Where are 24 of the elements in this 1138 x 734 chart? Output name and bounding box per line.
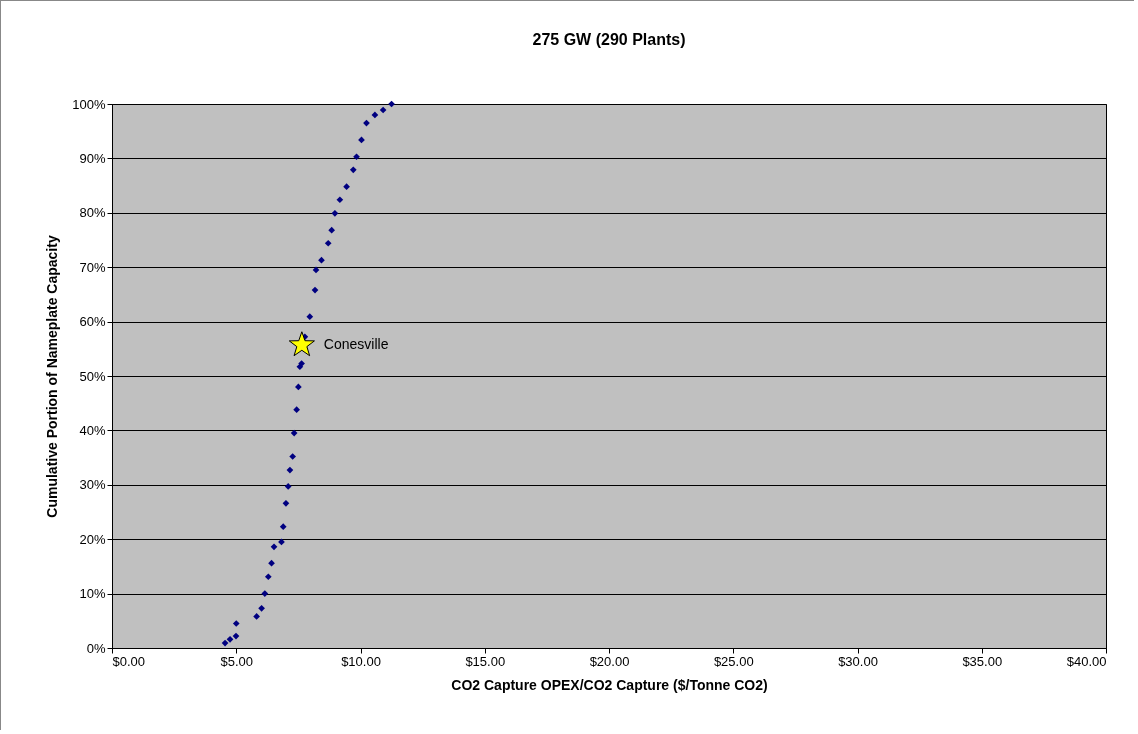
x-tick-label: $25.00 <box>713 653 754 669</box>
x-tick-label: $20.00 <box>589 653 630 669</box>
x-tick-label: $15.00 <box>465 653 506 669</box>
x-tick-label: $5.00 <box>220 653 254 669</box>
y-tick-label: 90% <box>79 150 106 166</box>
x-tick-label: $0.00 <box>112 653 146 669</box>
x-tick-label: $40.00 <box>1066 653 1107 669</box>
y-tick-label: 60% <box>79 314 106 330</box>
y-tick-label: 50% <box>79 368 106 384</box>
x-tick-label: $10.00 <box>341 653 381 669</box>
chart-title: 275 GW (290 Plants) <box>532 31 686 48</box>
x-axis-title: CO2 Capture OPEX/CO2 Capture ($/Tonne CO2) <box>451 676 768 693</box>
y-tick-label: 70% <box>79 259 106 275</box>
x-tick-label: $30.00 <box>838 653 878 669</box>
y-tick-label: 100% <box>72 96 106 112</box>
y-tick-label: 30% <box>79 477 106 493</box>
y-tick-label: 10% <box>79 586 106 602</box>
y-axis-title: Cumulative Portion of Nameplate Capacity <box>44 235 61 518</box>
annotation: Conesville <box>323 335 389 352</box>
y-tick-label: 0% <box>86 640 106 656</box>
y-tick-label: 40% <box>79 422 106 438</box>
y-tick-label: 20% <box>79 531 106 547</box>
x-tick-label: $35.00 <box>962 653 1003 669</box>
y-tick-label: 80% <box>79 205 106 221</box>
